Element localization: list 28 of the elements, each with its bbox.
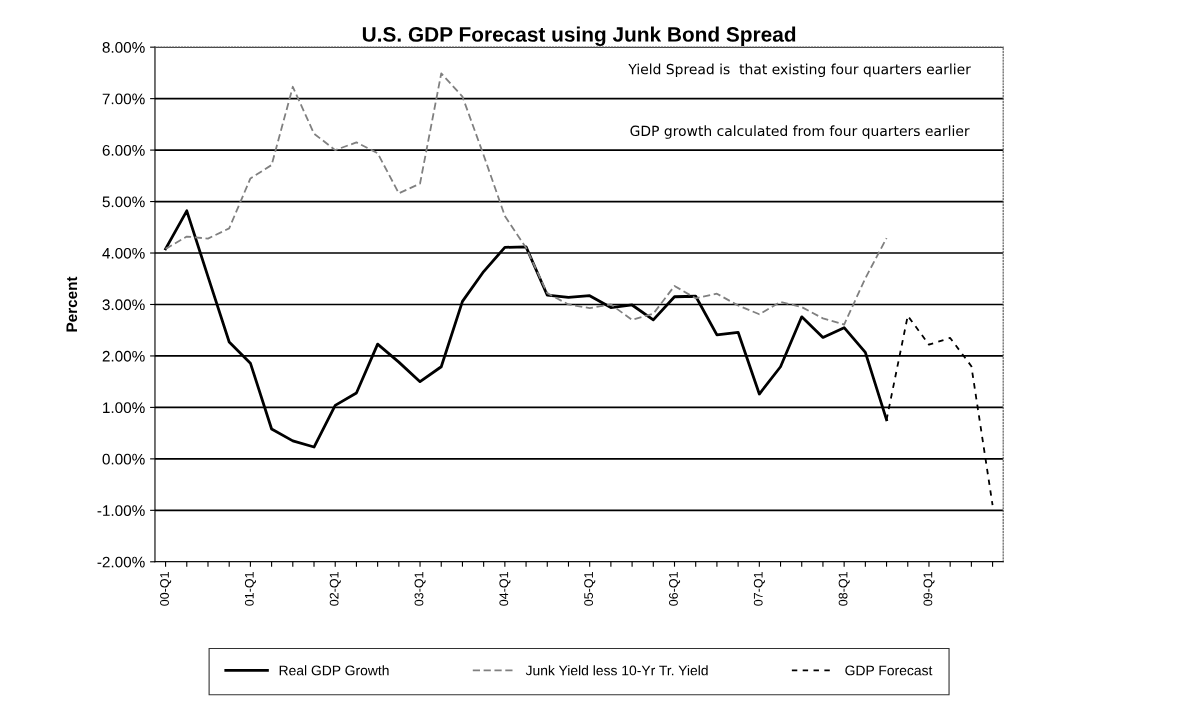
y-tick-label: 3.00% (102, 299, 145, 311)
y-tick-label: 8.00% (102, 42, 145, 53)
y-tick-label: 4.00% (102, 247, 145, 259)
x-tick-label: 06-Q1 (669, 572, 681, 606)
y-axis-title: Percent (66, 276, 78, 332)
annotation: GDP growth calculated from four quarters earlier (630, 125, 970, 139)
y-tick-label: 1.00% (103, 402, 145, 414)
annotation: Yield Spread is that existing four quarters earlier (628, 63, 971, 78)
y-tick-label: 5.00% (102, 196, 145, 208)
x-tick-label: 07-Q1 (753, 572, 765, 606)
y-tick-label: 0.00% (102, 453, 145, 465)
legend-label: Real GDP Growth (279, 665, 389, 676)
chart-title: U.S. GDP Forecast using Junk Bond Spread (362, 26, 796, 47)
x-tick-label: 03-Q1 (414, 572, 426, 606)
y-tick-label: -1.00% (97, 505, 145, 517)
legend-label: Junk Yield less 10-Yr Tr. Yield (525, 665, 708, 676)
x-tick-label: 09-Q1 (923, 572, 935, 606)
y-tick-label: 6.00% (102, 144, 145, 156)
x-tick-label: 01-Q1 (244, 572, 256, 606)
x-tick-label: 04-Q1 (499, 572, 511, 606)
x-tick-label: 02-Q1 (329, 572, 341, 606)
x-tick-label: 08-Q1 (838, 572, 850, 606)
legend-label: GDP Forecast (845, 665, 933, 676)
x-tick-label: 05-Q1 (584, 572, 596, 606)
y-tick-label: -2.00% (97, 556, 145, 568)
y-tick-label: 7.00% (102, 93, 145, 105)
y-tick-label: 2.00% (102, 350, 145, 362)
x-tick-label: 00-Q1 (160, 572, 172, 606)
